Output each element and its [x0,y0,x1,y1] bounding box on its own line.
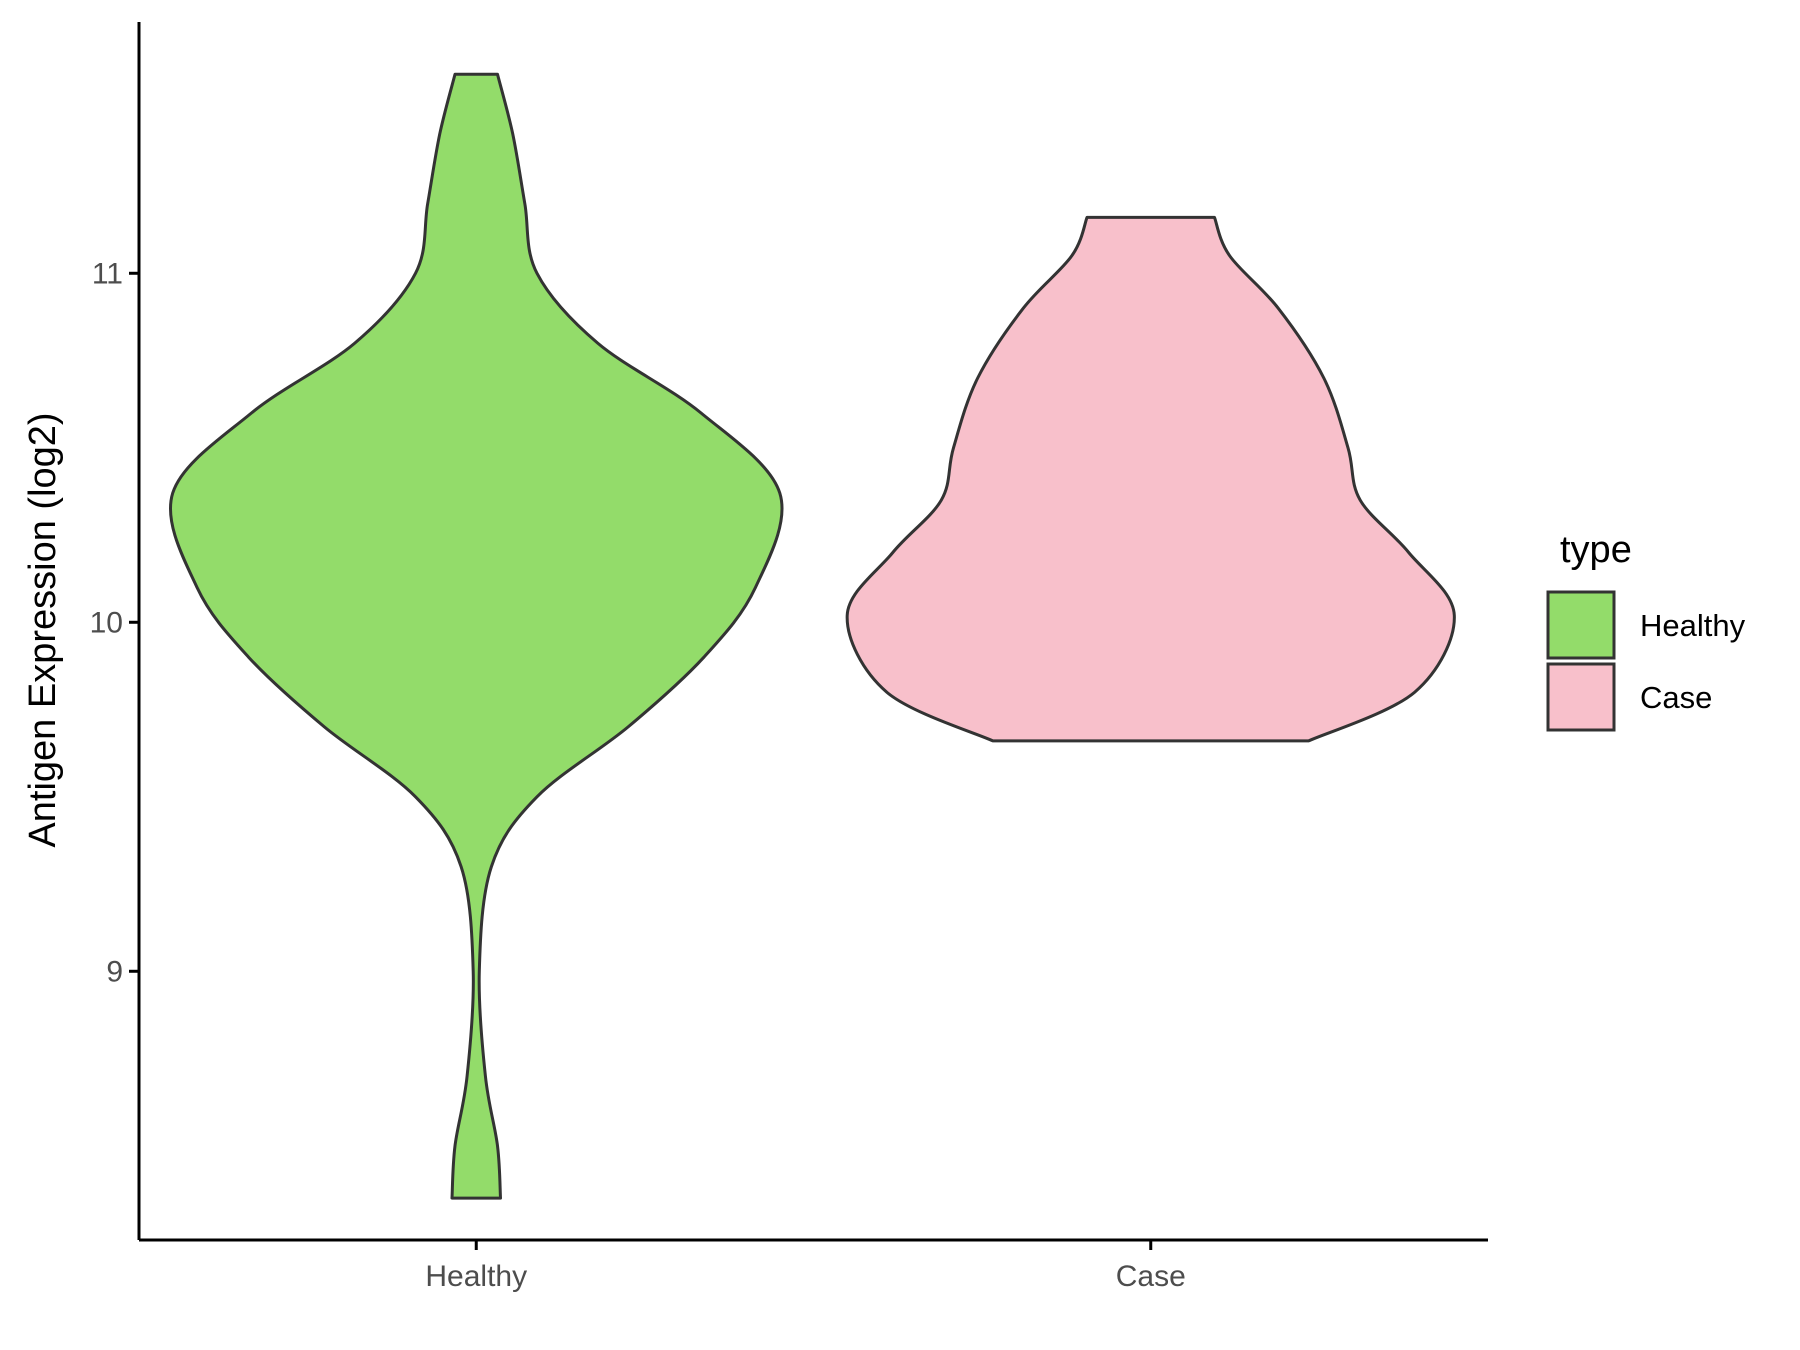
legend: type Healthy Case [1546,529,1746,732]
violin-healthy [168,72,784,1200]
x-tick-label: Case [1116,1260,1186,1293]
legend-key-case [1546,662,1616,732]
legend-label-healthy: Healthy [1640,608,1746,643]
y-tick-label: 10 [90,606,123,639]
y-axis-title: Antigen Expression (log2) [22,412,64,847]
x-tick-label: Healthy [425,1260,527,1293]
axes-layer [137,22,1488,1242]
y-tick-label: 11 [92,257,123,290]
y-ticks: 9 10 11 [90,257,139,988]
legend-key-healthy [1546,590,1616,660]
violins-layer [168,72,1456,1200]
x-ticks: Healthy Case [425,1240,1186,1293]
legend-label-case: Case [1640,680,1712,715]
y-tick-label: 9 [106,955,123,988]
legend-title: type [1560,529,1632,571]
violin-case [845,215,1456,743]
